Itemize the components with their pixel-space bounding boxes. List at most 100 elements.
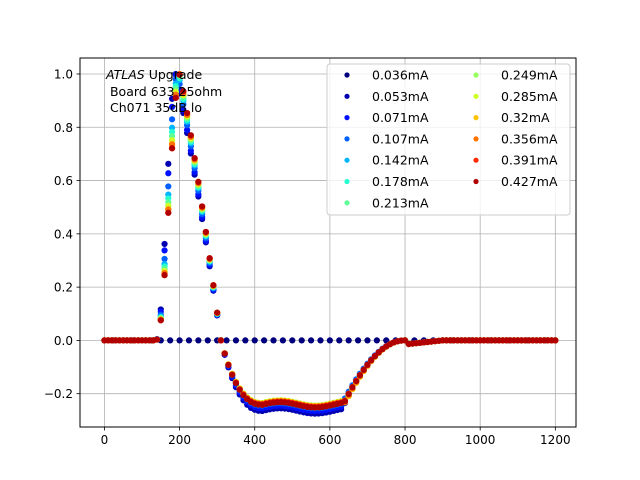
- data-point: [229, 371, 236, 378]
- data-point: [371, 353, 379, 360]
- legend-label: 0.356mA: [501, 131, 558, 146]
- legend-label: 0.036mA: [372, 68, 429, 83]
- legend-box: [326, 63, 571, 216]
- data-point: [187, 132, 194, 139]
- data-point: [223, 337, 230, 344]
- data-point: [364, 361, 371, 368]
- data-point: [221, 350, 228, 357]
- legend-label: 0.178mA: [372, 174, 429, 189]
- legend-marker: [473, 93, 479, 99]
- x-tick-label: 0: [101, 433, 109, 447]
- data-point: [199, 203, 206, 210]
- y-tick-label: 0.0: [54, 334, 73, 348]
- legend-marker: [473, 178, 479, 185]
- x-tick-label: 400: [243, 433, 266, 447]
- legend-label: 0.427mA: [501, 174, 558, 189]
- data-point: [183, 126, 191, 134]
- data-point: [261, 337, 268, 344]
- data-point: [210, 282, 217, 289]
- legend-label: 0.249mA: [501, 68, 558, 83]
- legend-label: 0.32mA: [501, 110, 550, 125]
- legend-label: 0.107mA: [372, 131, 429, 146]
- legend-marker: [473, 136, 479, 142]
- data-point: [326, 337, 333, 344]
- data-point: [161, 272, 168, 279]
- data-point: [153, 336, 161, 343]
- y-tick-label: 1.0: [54, 67, 73, 81]
- legend-marker: [344, 157, 350, 163]
- data-point: [232, 337, 240, 344]
- data-point: [165, 170, 172, 177]
- data-point: [373, 337, 380, 344]
- annotation-line-2: Board 633 25ohm: [106, 84, 222, 99]
- data-point: [349, 384, 356, 391]
- data-point: [317, 337, 324, 344]
- data-point: [176, 71, 183, 78]
- data-point: [251, 337, 258, 344]
- data-point: [161, 247, 168, 254]
- data-point: [167, 337, 174, 344]
- data-point: [165, 160, 172, 167]
- series-0.427mA: [101, 71, 559, 411]
- data-point: [187, 147, 194, 154]
- y-axis: −0.2 0.0 0.2 0.4 0.6 0.8 1.0: [44, 67, 80, 401]
- data-point: [242, 337, 249, 344]
- x-tick-label: 600: [318, 433, 341, 447]
- data-point: [289, 337, 296, 344]
- y-tick-label: −0.2: [44, 387, 73, 401]
- data-point: [364, 337, 371, 344]
- legend-marker: [344, 178, 350, 185]
- data-point: [157, 317, 164, 324]
- data-point: [214, 309, 221, 316]
- legend: 0.036mA 0.053mA 0.071mA 0.107mA 0.142mA 0.178…: [326, 63, 571, 216]
- data-point: [191, 155, 198, 162]
- legend-label: 0.142mA: [372, 153, 429, 168]
- y-tick-label: 0.6: [54, 174, 73, 188]
- y-tick-label: 0.8: [54, 121, 73, 135]
- data-point: [206, 255, 213, 262]
- legend-marker: [344, 200, 350, 206]
- data-point: [240, 392, 247, 399]
- legend-marker: [344, 93, 350, 99]
- data-point: [354, 337, 362, 344]
- data-point: [183, 109, 191, 117]
- data-point: [307, 337, 315, 344]
- data-point: [180, 88, 187, 95]
- data-point: [353, 378, 360, 385]
- data-point: [225, 361, 232, 369]
- data-point: [217, 337, 225, 344]
- data-point: [165, 209, 172, 216]
- data-point: [298, 337, 305, 344]
- annotation-line-1: ATLAS Upgrade: [105, 67, 202, 82]
- x-tick-label: 800: [394, 433, 417, 447]
- annotation-line-3: Ch071 35dB lo: [106, 100, 202, 115]
- data-point: [168, 116, 176, 123]
- data-point: [345, 337, 352, 344]
- data-point: [356, 372, 364, 379]
- x-tick-label: 1000: [465, 433, 496, 447]
- legend-label: 0.053mA: [372, 89, 429, 104]
- data-point: [345, 390, 352, 398]
- legend-marker: [344, 115, 350, 121]
- data-point: [336, 337, 343, 344]
- data-point: [270, 337, 277, 344]
- data-point: [165, 183, 172, 190]
- data-point: [195, 178, 202, 185]
- legend-marker: [344, 136, 350, 142]
- data-point: [232, 380, 240, 387]
- data-point: [168, 145, 176, 152]
- data-point: [360, 366, 367, 374]
- y-tick-label: 0.4: [54, 227, 73, 241]
- y-tick-label: 0.2: [54, 281, 73, 295]
- data-point: [172, 94, 179, 101]
- legend-marker: [473, 115, 479, 121]
- data-point: [279, 337, 287, 344]
- data-point: [202, 228, 209, 236]
- axes-frame: [79, 57, 577, 428]
- legend-marker: [344, 72, 350, 78]
- data-point: [185, 337, 193, 344]
- legend-label: 0.071mA: [372, 110, 429, 125]
- legend-marker: [473, 157, 479, 163]
- data-point: [236, 386, 243, 393]
- data-point: [168, 103, 176, 110]
